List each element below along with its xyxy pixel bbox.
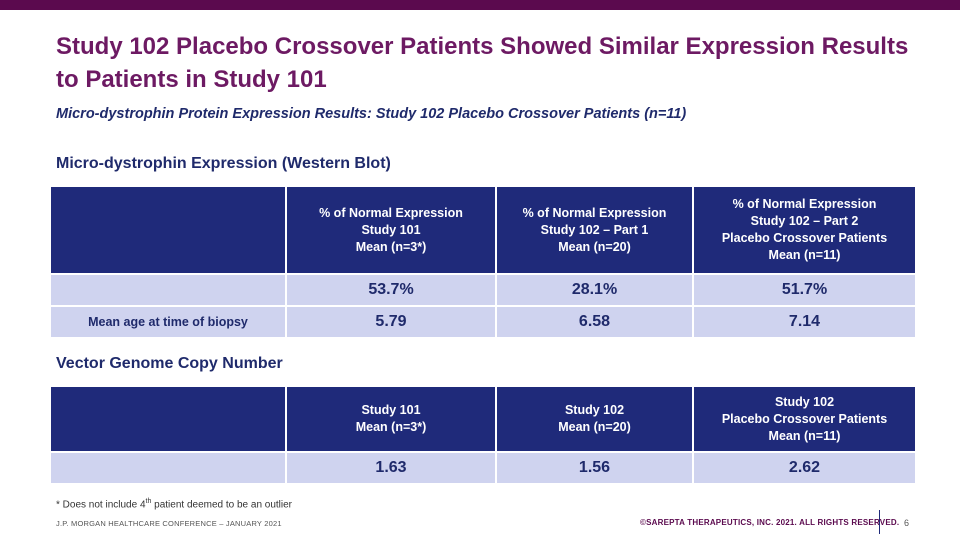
empty-header-cell (49, 385, 287, 453)
value-cell: 7.14 (692, 305, 917, 339)
slide-subtitle: Micro-dystrophin Protein Expression Resu… (56, 106, 687, 122)
footer-divider (879, 510, 880, 534)
row-label (49, 273, 287, 307)
top-accent-bar (0, 0, 960, 10)
conference-label: J.P. MORGAN HEALTHCARE CONFERENCE – JANU… (56, 519, 282, 528)
value-cell: 51.7% (692, 273, 917, 307)
value-cell: 1.56 (495, 451, 694, 485)
table-header-row: % of Normal Expression Study 101 Mean (n… (49, 185, 917, 275)
table-row: 1.63 1.56 2.62 (49, 451, 917, 485)
vector-genome-table: Study 101 Mean (n=3*) Study 102 Mean (n=… (49, 385, 917, 485)
page-number: 6 (904, 518, 910, 528)
header-cell-study102-part2: % of Normal Expression Study 102 – Part … (692, 185, 917, 275)
header-cell-study102-part1: % of Normal Expression Study 102 – Part … (495, 185, 694, 275)
header-cell-study101: % of Normal Expression Study 101 Mean (n… (285, 185, 497, 275)
table-row: Mean age at time of biopsy 5.79 6.58 7.1… (49, 305, 917, 339)
header-cell-study101: Study 101 Mean (n=3*) (285, 385, 497, 453)
row-label: Mean age at time of biopsy (49, 305, 287, 339)
header-cell-study102-crossover: Study 102 Placebo Crossover Patients Mea… (692, 385, 917, 453)
western-blot-heading: Micro-dystrophin Expression (Western Blo… (56, 155, 391, 172)
value-cell: 28.1% (495, 273, 694, 307)
slide-title: Study 102 Placebo Crossover Patients Sho… (56, 33, 909, 93)
copyright-notice: ©SAREPTA THERAPEUTICS, INC. 2021. ALL RI… (640, 518, 900, 527)
western-blot-table: % of Normal Expression Study 101 Mean (n… (49, 185, 917, 339)
vector-genome-heading: Vector Genome Copy Number (56, 355, 283, 372)
value-cell: 1.63 (285, 451, 497, 485)
table-header-row: Study 101 Mean (n=3*) Study 102 Mean (n=… (49, 385, 917, 453)
footnote: * Does not include 4th patient deemed to… (56, 498, 293, 511)
value-cell: 5.79 (285, 305, 497, 339)
table-row: 53.7% 28.1% 51.7% (49, 273, 917, 307)
row-label (49, 451, 287, 485)
value-cell: 53.7% (285, 273, 497, 307)
value-cell: 2.62 (692, 451, 917, 485)
value-cell: 6.58 (495, 305, 694, 339)
header-cell-study102: Study 102 Mean (n=20) (495, 385, 694, 453)
empty-header-cell (49, 185, 287, 275)
